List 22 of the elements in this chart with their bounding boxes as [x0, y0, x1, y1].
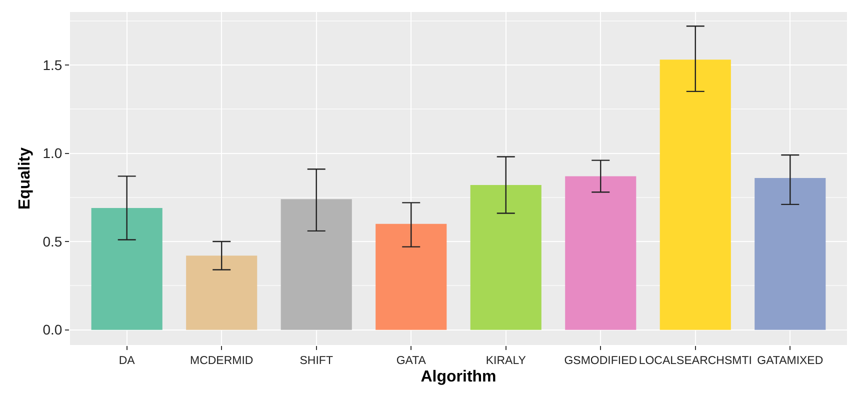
x-tick-label: DA — [118, 354, 136, 367]
x-tick-label: KIRALY — [486, 354, 526, 367]
x-tick-label: LOCALSEARCHSMTI — [638, 354, 752, 367]
bar — [376, 224, 447, 330]
x-axis-title: Algorithm — [420, 368, 496, 386]
x-tick-label: GATAMIXED — [757, 354, 824, 367]
bar — [470, 185, 542, 330]
bar — [754, 178, 826, 330]
bar — [91, 208, 162, 330]
bar — [280, 199, 352, 330]
x-tick-label: SHIFT — [300, 354, 333, 367]
x-tick-label: GSMODIFIED — [564, 354, 638, 367]
bar — [660, 60, 731, 330]
y-tick-label: 1.0 — [42, 145, 62, 162]
y-tick-label: 0.0 — [42, 322, 62, 338]
y-tick-label: 0.5 — [42, 233, 62, 250]
y-axis-title: Equality — [16, 147, 34, 210]
x-tick-label: MCDERMID — [190, 354, 254, 367]
y-tick-label: 1.5 — [42, 56, 62, 73]
x-tick-label: GATA — [396, 354, 426, 367]
bar — [186, 256, 258, 330]
bar — [565, 176, 636, 330]
